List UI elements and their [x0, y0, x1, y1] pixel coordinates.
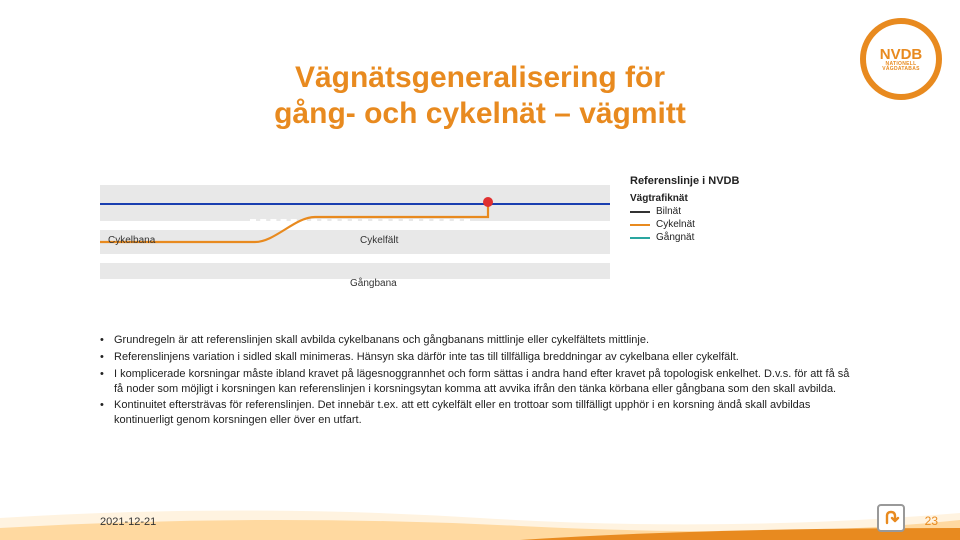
- legend-row: Cykelnät: [630, 219, 780, 230]
- title-line2: gång- och cykelnät – vägmitt: [274, 97, 686, 130]
- legend-title: Referenslinje i NVDB: [630, 175, 780, 187]
- footer-date: 2021-12-21: [100, 516, 156, 528]
- legend-swatch: [630, 237, 650, 239]
- bullet-item: Grundregeln är att referenslinjen skall …: [100, 333, 860, 348]
- diagram-legend: Referenslinje i NVDB Vägtrafiknät Bilnät…: [630, 175, 780, 245]
- label-cykelbana: Cykelbana: [108, 235, 155, 246]
- label-cykelfalt: Cykelfält: [360, 235, 398, 246]
- legend-swatch: [630, 224, 650, 226]
- label-gangbana: Gångbana: [350, 278, 397, 289]
- road-diagram: Cykelbana Cykelfält Gångbana Referenslin…: [100, 175, 780, 305]
- bullet-list: Grundregeln är att referenslinjen skall …: [100, 333, 860, 430]
- connection-node: [483, 197, 493, 207]
- bullet-item: I komplicerade korsningar måste ibland k…: [100, 367, 860, 397]
- legend-label: Bilnät: [656, 206, 681, 217]
- legend-row: Gångnät: [630, 232, 780, 243]
- u-turn-arrow-icon: [882, 509, 900, 527]
- legend-swatch: [630, 211, 650, 213]
- page-title: Vägnätsgeneralisering för gång- och cyke…: [0, 60, 960, 132]
- legend-subtitle: Vägtrafiknät: [630, 193, 780, 204]
- return-icon[interactable]: [877, 504, 905, 532]
- bullet-item: Kontinuitet eftersträvas för referenslin…: [100, 398, 860, 428]
- title-line1: Vägnätsgeneralisering för: [295, 61, 665, 94]
- legend-label: Gångnät: [656, 232, 694, 243]
- legend-label: Cykelnät: [656, 219, 695, 230]
- page-number: 23: [925, 514, 938, 528]
- legend-row: Bilnät: [630, 206, 780, 217]
- slide-footer: 2021-12-21 23: [0, 498, 960, 540]
- bullet-item: Referenslinjens variation i sidled skall…: [100, 350, 860, 365]
